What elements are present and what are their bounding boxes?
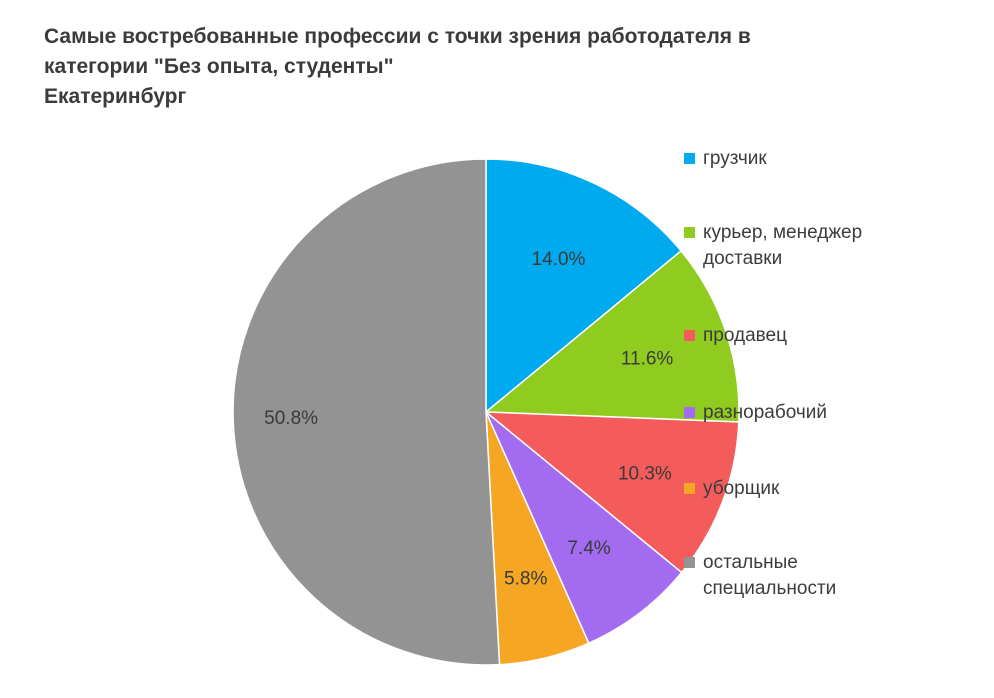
pie-slice-label-ostalnye: 50.8% bbox=[264, 408, 318, 429]
pie-slice-label-gruzchik: 14.0% bbox=[532, 249, 586, 270]
pie-slice-kurer bbox=[484, 249, 740, 423]
legend-label: грузчик bbox=[703, 148, 767, 169]
pie-slice-ostalnye bbox=[232, 158, 501, 666]
legend-swatch bbox=[684, 153, 695, 164]
legend-item-uborshchik: уборщик bbox=[684, 476, 923, 502]
legend-item-ostalnye: остальные специальности bbox=[684, 550, 883, 602]
pie-slice-label-uborshchik: 5.8% bbox=[504, 568, 547, 589]
legend-item-gruzchik: грузчик bbox=[684, 146, 923, 172]
legend-label: уборщик bbox=[703, 478, 780, 499]
chart-title: Самые востребованные профессии с точки з… bbox=[44, 22, 944, 112]
pie-slice-raznorabochiy bbox=[485, 411, 683, 645]
pie-slice-labels: 14.0% 11.6% 10.3% 7.4% 5.8% 50.8% bbox=[264, 249, 673, 589]
legend-item-kurer: курьер, менеджер доставки bbox=[684, 220, 903, 272]
legend-swatch bbox=[684, 557, 695, 568]
chart-title-line-2: категории "Без опыта, студенты" bbox=[44, 55, 394, 78]
legend-item-raznorabochiy: разнорабочий bbox=[684, 400, 923, 426]
pie-slice-label-kurer: 11.6% bbox=[621, 349, 674, 370]
legend-swatch bbox=[684, 330, 695, 341]
legend-item-prodavets: продавец bbox=[684, 323, 923, 349]
pie-slice-gruzchik bbox=[485, 158, 683, 414]
pie-slice-label-prodavets: 10.3% bbox=[618, 463, 672, 484]
legend-label: продавец bbox=[703, 325, 787, 346]
legend-label: разнорабочий bbox=[703, 402, 827, 423]
chart-title-line-3: Екатеринбург bbox=[44, 85, 187, 108]
legend-swatch bbox=[684, 227, 695, 238]
chart-title-line-1: Самые востребованные профессии с точки з… bbox=[44, 25, 751, 48]
pie-slice-label-raznorabochiy: 7.4% bbox=[567, 538, 610, 559]
legend-swatch bbox=[684, 407, 695, 418]
legend-label: курьер, менеджер доставки bbox=[703, 222, 863, 269]
pie-slices bbox=[232, 158, 740, 666]
legend-label: остальные специальности bbox=[703, 552, 837, 599]
legend-swatch bbox=[684, 483, 695, 494]
